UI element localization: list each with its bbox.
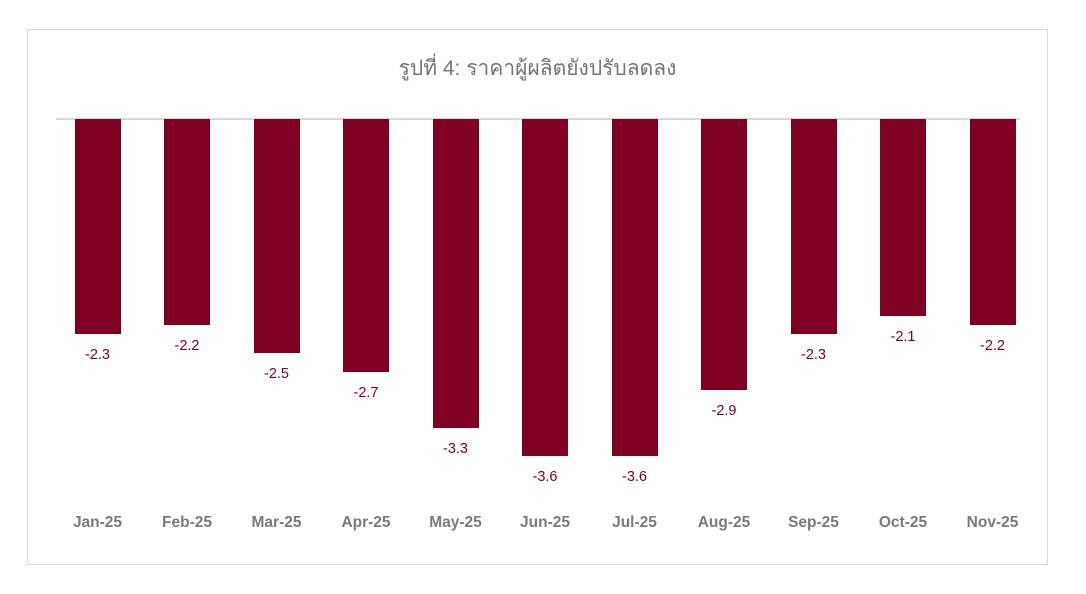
bar-value-label: -2.7 — [353, 385, 379, 401]
bar — [343, 119, 389, 372]
x-axis-label: Nov-25 — [966, 514, 1019, 531]
bar — [432, 119, 479, 428]
bar-value-label: -2.3 — [85, 347, 110, 363]
x-axis-label: May-25 — [429, 514, 482, 531]
bar — [611, 119, 658, 456]
bar — [880, 119, 926, 316]
x-axis-label: Oct-25 — [878, 514, 928, 531]
bar-value-label: -2.2 — [980, 338, 1005, 354]
bar-value-label: -2.2 — [174, 338, 200, 354]
bar-value-label: -3.3 — [443, 441, 468, 457]
bar — [790, 119, 837, 334]
x-axis-label: Jan-25 — [72, 514, 123, 531]
bar-value-label: -2.3 — [801, 347, 826, 363]
bar — [522, 119, 568, 456]
bar — [253, 119, 300, 353]
chart-card: รูปที่ 4: ราคาผู้ผลิตยังปรับลดลง -2.3 Jan… — [27, 29, 1048, 565]
bar — [701, 119, 747, 390]
x-axis-label: Jul-25 — [612, 514, 657, 531]
bar — [969, 119, 1016, 325]
bar — [74, 119, 121, 334]
chart-title: รูปที่ 4: ราคาผู้ผลิตยังปรับลดลง — [398, 57, 677, 80]
x-axis-label: Jun-25 — [520, 514, 570, 531]
bar — [164, 119, 210, 325]
bar-value-label: -2.1 — [890, 329, 916, 345]
x-axis-label: Feb-25 — [162, 514, 212, 531]
x-axis-label: Mar-25 — [251, 514, 302, 531]
bar-value-label: -2.5 — [264, 366, 289, 382]
x-axis-label: Sep-25 — [788, 514, 839, 531]
x-axis-label: Aug-25 — [697, 514, 751, 531]
bar-value-label: -2.9 — [711, 403, 737, 419]
bar-value-label: -3.6 — [622, 469, 647, 485]
bar-value-label: -3.6 — [532, 469, 558, 485]
plot-area: -2.3 Jan-25 -2.2 Feb-25 -2.5 Mar-25 -2.7 Apr-25… — [28, 30, 1047, 564]
x-axis-label: Apr-25 — [341, 514, 391, 531]
